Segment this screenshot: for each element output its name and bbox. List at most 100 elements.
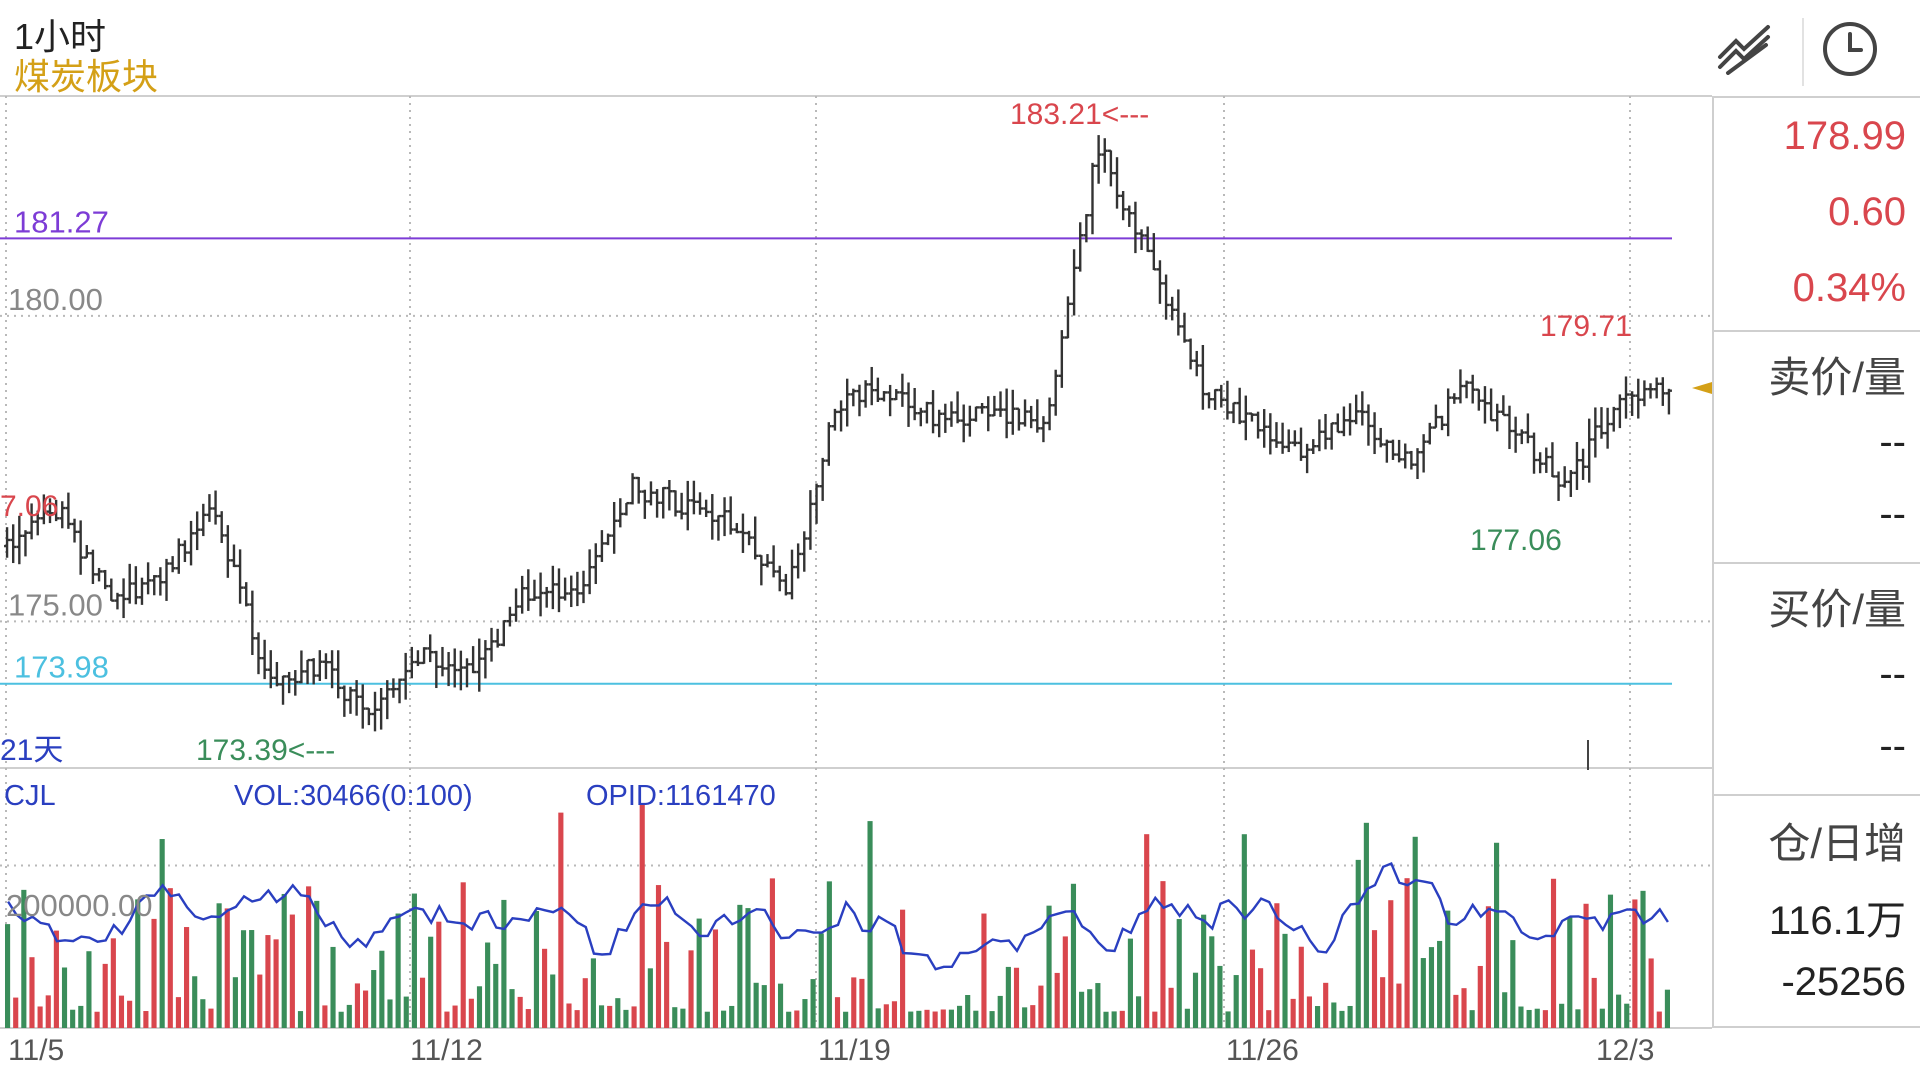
volume-bar (175, 997, 182, 1028)
volume-bar (485, 942, 491, 1028)
quote-panel: 178.99 0.60 0.34% 卖价/量 -- -- 买价/量 -- -- … (1712, 96, 1920, 1028)
volume-bar (851, 977, 857, 1028)
reference-line-label: 181.27 (14, 204, 109, 239)
volume-bar (289, 914, 295, 1028)
volume-bar (981, 913, 987, 1028)
volume-bar (70, 1009, 76, 1028)
volume-bar (566, 1003, 572, 1028)
volume-bar (1347, 1005, 1353, 1028)
volume-bar (330, 946, 336, 1028)
volume-bar (61, 967, 68, 1028)
volume-bar (1437, 940, 1443, 1028)
volume-bar (509, 989, 515, 1028)
volume-bar (1046, 905, 1052, 1028)
volume-bar (102, 963, 108, 1028)
volume-bar (273, 939, 279, 1028)
volume-bar (403, 996, 409, 1028)
volume-bar (208, 1008, 214, 1028)
volume-bar (151, 918, 157, 1028)
period-label[interactable]: 1小时 (14, 16, 107, 57)
sector-name[interactable]: 煤炭板块 (14, 56, 159, 97)
volume-bar (631, 1006, 637, 1028)
volume-ref-label: 200000.00 (6, 888, 153, 923)
volume-bar (1664, 989, 1670, 1028)
volume-bar (1168, 987, 1174, 1028)
open-interest-value: 116.1万 (1768, 899, 1906, 943)
volume-bar (224, 908, 230, 1028)
volume-bar (769, 878, 775, 1028)
volume-bar (1030, 1005, 1036, 1028)
current-price-pointer (1692, 382, 1712, 394)
volume-bar (615, 998, 621, 1028)
bid-volume: -- (1879, 724, 1906, 768)
volume-bar (281, 893, 287, 1028)
volume-bar (1412, 836, 1418, 1028)
volume-bar (1176, 919, 1182, 1028)
time-button[interactable] (1808, 14, 1892, 84)
volume-bar (1648, 958, 1654, 1028)
volume-bar (664, 941, 670, 1028)
price-change: 0.60 (1828, 190, 1906, 234)
volume-bar (916, 1010, 922, 1028)
volume-bar (216, 903, 222, 1028)
volume-bar (127, 1000, 133, 1028)
ma-period-label: 21天 (0, 734, 63, 767)
volume-bar (1038, 985, 1044, 1028)
volume-bar (940, 1009, 946, 1028)
volume-bar (1534, 1008, 1540, 1028)
volume-bar (1005, 966, 1011, 1028)
volume-bar (265, 935, 271, 1028)
volume-bar (1591, 977, 1597, 1028)
volume-bar (1607, 894, 1614, 1028)
volume-bar (1119, 1010, 1125, 1028)
volume-bar (1258, 968, 1264, 1028)
volume-bar (647, 968, 653, 1028)
volume-bar (1445, 910, 1451, 1028)
volume-bar (1583, 903, 1589, 1028)
y-tick-label: 180.00 (8, 282, 103, 317)
volume-bar (802, 999, 808, 1028)
volume-bar (550, 974, 556, 1028)
y-tick-label: 175.00 (8, 587, 103, 622)
volume-bar (5, 924, 11, 1028)
volume-bar (1542, 1010, 1548, 1028)
volume-bar (826, 881, 832, 1028)
volume-bar (436, 921, 442, 1028)
volume-bar (1233, 975, 1239, 1028)
volume-bar (680, 1008, 686, 1028)
volume-bar (973, 1010, 979, 1028)
volume-bar (476, 986, 483, 1028)
volume-bar (1388, 900, 1394, 1028)
volume-bar (452, 1005, 458, 1028)
drawing-tool-button[interactable] (1702, 14, 1786, 84)
volume-bar (1111, 1011, 1117, 1028)
volume-bar (167, 888, 173, 1028)
volume-bar (1526, 1009, 1532, 1028)
volume-bar (1079, 991, 1085, 1028)
bid-price: -- (1879, 652, 1906, 696)
volume-bar (1241, 834, 1247, 1028)
volume-bar (37, 1006, 43, 1028)
volume-value-label: VOL:30466(0:100) (234, 780, 473, 812)
volume-bar (704, 1011, 710, 1028)
price-chart[interactable]: 11/5 11/12 11/19 11/26 12/3 180.00 175.00 181.2… (0, 0, 1712, 1080)
volume-bar (1502, 992, 1508, 1028)
volume-bar (184, 927, 190, 1028)
x-tick-label: 11/5 (8, 1034, 64, 1067)
volume-bar (1144, 834, 1150, 1028)
volume-bar (314, 900, 320, 1028)
volume-bar (875, 1008, 881, 1028)
volume-bar (1624, 1003, 1630, 1028)
volume-bar (729, 1005, 735, 1028)
x-tick-label: 11/12 (410, 1034, 483, 1067)
volume-bar (818, 933, 824, 1028)
volume-bar (924, 1009, 930, 1028)
volume-bar (956, 1005, 963, 1028)
price-change-pct: 0.34% (1792, 266, 1906, 310)
volume-indicator-name: CJL (4, 780, 56, 812)
volume-bar (1323, 982, 1329, 1028)
volume-bar (297, 1011, 304, 1028)
volume-bar (1192, 972, 1199, 1028)
volume-bar (363, 990, 369, 1028)
volume-bar (306, 886, 312, 1028)
